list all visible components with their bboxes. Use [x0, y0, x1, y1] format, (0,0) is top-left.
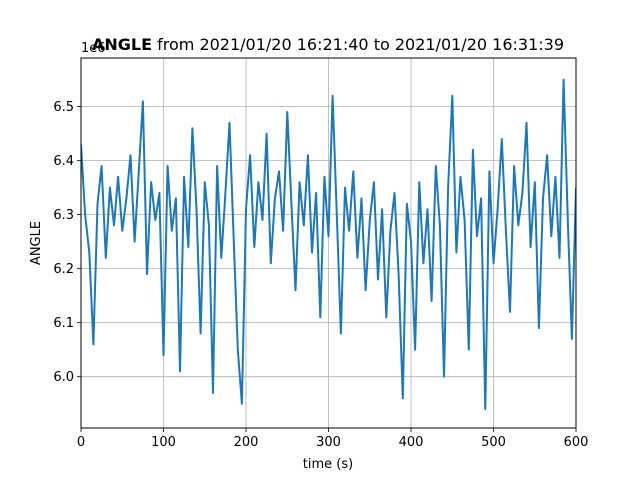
x-tick-label: 600 [564, 435, 589, 450]
chart-title-bold: ANGLE [92, 35, 152, 54]
x-tick-label: 100 [151, 435, 176, 450]
x-tick-label: 500 [481, 435, 506, 450]
x-axis-ticks: 0 100 200 300 400 500 600 [77, 428, 589, 450]
x-axis-label: time (s) [303, 457, 353, 472]
x-tick-label: 0 [77, 435, 85, 450]
series-layer [81, 78, 576, 411]
x-tick-label: 300 [316, 435, 341, 450]
y-tick-label: 6.4 [53, 154, 74, 169]
series-line-0 [81, 78, 576, 411]
y-axis-offset-label: 1e6 [81, 41, 106, 56]
y-tick-label: 6.0 [53, 370, 74, 385]
x-tick-label: 200 [234, 435, 259, 450]
y-tick-label: 6.2 [53, 262, 74, 277]
y-tick-label: 6.5 [53, 100, 74, 115]
y-tick-label: 6.1 [53, 316, 74, 331]
y-tick-label: 6.3 [53, 208, 74, 223]
y-axis-label: ANGLE [29, 221, 44, 265]
x-tick-label: 400 [399, 435, 424, 450]
chart-title-rest: from 2021/01/20 16:21:40 to 2021/01/20 1… [152, 35, 564, 54]
chart-title: ANGLE from 2021/01/20 16:21:40 to 2021/0… [92, 35, 564, 54]
y-axis-ticks: 6.0 6.1 6.2 6.3 6.4 6.5 [53, 100, 81, 385]
